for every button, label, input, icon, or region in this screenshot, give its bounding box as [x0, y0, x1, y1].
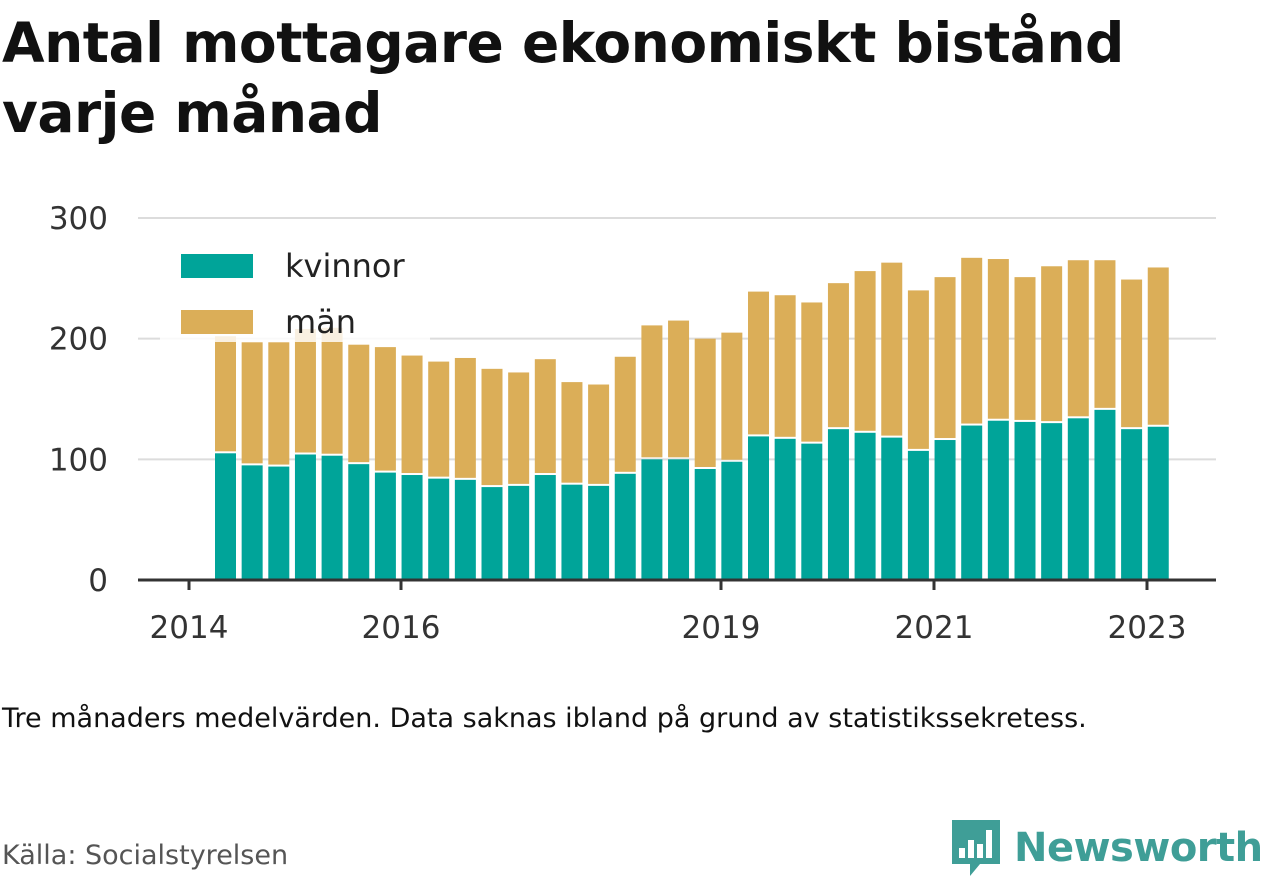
bar-kvinnor: [561, 484, 583, 580]
bar-kvinnor: [321, 455, 343, 580]
bar-kvinnor: [641, 459, 663, 580]
bar-kvinnor: [721, 461, 743, 580]
y-axis-labels: 0 100 200 300: [49, 201, 108, 599]
bar-kvinnor: [1014, 421, 1036, 580]
bar-man: [934, 277, 956, 439]
bar-man: [1121, 279, 1143, 428]
y-tick-label: 100: [49, 442, 108, 478]
brand-name: Newsworthy: [1014, 825, 1262, 871]
bar-kvinnor: [534, 475, 556, 580]
bar-man: [641, 325, 663, 458]
bar-kvinnor: [215, 453, 236, 580]
bars: [215, 257, 1169, 580]
bar-kvinnor: [907, 450, 929, 580]
bar-man: [401, 355, 423, 474]
bar-kvinnor: [827, 429, 849, 580]
bar-man: [987, 259, 1009, 419]
bar-kvinnor: [241, 465, 263, 580]
bar-man: [241, 342, 263, 464]
legend-swatch-man: [181, 310, 253, 334]
bar-kvinnor: [934, 440, 956, 580]
legend: kvinnor män: [160, 238, 430, 342]
bar-kvinnor: [374, 472, 396, 580]
bar-man: [268, 342, 290, 465]
bar-kvinnor: [987, 420, 1009, 580]
bar-kvinnor: [1041, 423, 1063, 580]
bar-kvinnor: [508, 485, 530, 580]
bar-man: [215, 336, 236, 452]
legend-label-man: män: [285, 303, 356, 341]
bar-kvinnor: [1147, 426, 1169, 580]
bar-man: [881, 262, 903, 436]
bar-man: [748, 291, 769, 435]
bar-kvinnor: [881, 437, 903, 580]
x-tick-label: 2023: [1108, 610, 1187, 646]
bar-kvinnor: [401, 475, 423, 580]
bar-kvinnor: [428, 478, 450, 580]
bar-man: [801, 302, 823, 442]
bar-chart-speech-bubble-icon: [952, 820, 1000, 876]
bar-kvinnor: [294, 454, 316, 580]
chart-note: Tre månaders medelvärden. Data saknas ib…: [2, 703, 1087, 734]
bar-kvinnor: [1067, 418, 1089, 580]
bar-kvinnor: [668, 459, 690, 580]
bar-man: [294, 329, 316, 453]
bar-man: [694, 338, 716, 467]
bar-kvinnor: [348, 464, 370, 580]
bar-man: [854, 271, 876, 431]
bar-man: [508, 372, 530, 484]
legend-swatch-kvinnor: [181, 254, 253, 278]
bar-man: [721, 332, 743, 460]
bar-man: [1014, 277, 1036, 420]
bar-kvinnor: [1121, 429, 1143, 580]
bar-man: [348, 344, 370, 463]
bar-man: [561, 382, 583, 483]
bar-man: [907, 290, 929, 449]
bar-man: [534, 359, 556, 474]
bar-kvinnor: [961, 425, 983, 580]
bar-man: [374, 347, 396, 471]
bar-man: [961, 257, 983, 424]
y-tick-label: 200: [49, 322, 108, 358]
brand-logo[interactable]: Newsworthy: [950, 818, 1262, 878]
bar-man: [1067, 260, 1089, 417]
bar-kvinnor: [774, 438, 796, 580]
x-tick-label: 2019: [682, 610, 761, 646]
bar-man: [321, 327, 343, 454]
bar-man: [774, 295, 796, 437]
x-tick-label: 2021: [895, 610, 974, 646]
legend-label-kvinnor: kvinnor: [285, 247, 406, 285]
bar-man: [614, 356, 636, 472]
bar-kvinnor: [694, 468, 716, 580]
bar-kvinnor: [268, 466, 290, 580]
bar-man: [1094, 260, 1116, 408]
chart: 0 100 200 300 2014 2016 2019 2021 2023 kvinnor …: [49, 201, 1216, 646]
bar-kvinnor: [1094, 409, 1116, 580]
y-tick-label: 0: [88, 563, 108, 599]
y-tick-label: 300: [49, 201, 108, 237]
bar-kvinnor: [481, 487, 503, 580]
bar-man: [827, 283, 849, 428]
bar-man: [668, 320, 690, 458]
x-tick-label: 2014: [150, 610, 229, 646]
x-tick-label: 2016: [362, 610, 441, 646]
x-axis: 2014 2016 2019 2021 2023: [138, 578, 1216, 646]
bar-man: [588, 384, 610, 484]
bar-kvinnor: [454, 479, 476, 580]
bar-kvinnor: [854, 432, 876, 580]
bar-man: [481, 368, 503, 486]
bar-man: [1041, 266, 1063, 422]
bar-kvinnor: [614, 473, 636, 580]
bar-man: [1147, 267, 1169, 425]
bar-man: [428, 361, 450, 477]
chart-title: Antal mottagare ekonomiskt bistånd varje…: [2, 11, 1124, 145]
bar-kvinnor: [588, 485, 610, 580]
source-label: Källa: Socialstyrelsen: [2, 840, 289, 871]
bar-kvinnor: [748, 436, 769, 580]
bar-kvinnor: [801, 443, 823, 580]
bar-man: [454, 357, 476, 478]
